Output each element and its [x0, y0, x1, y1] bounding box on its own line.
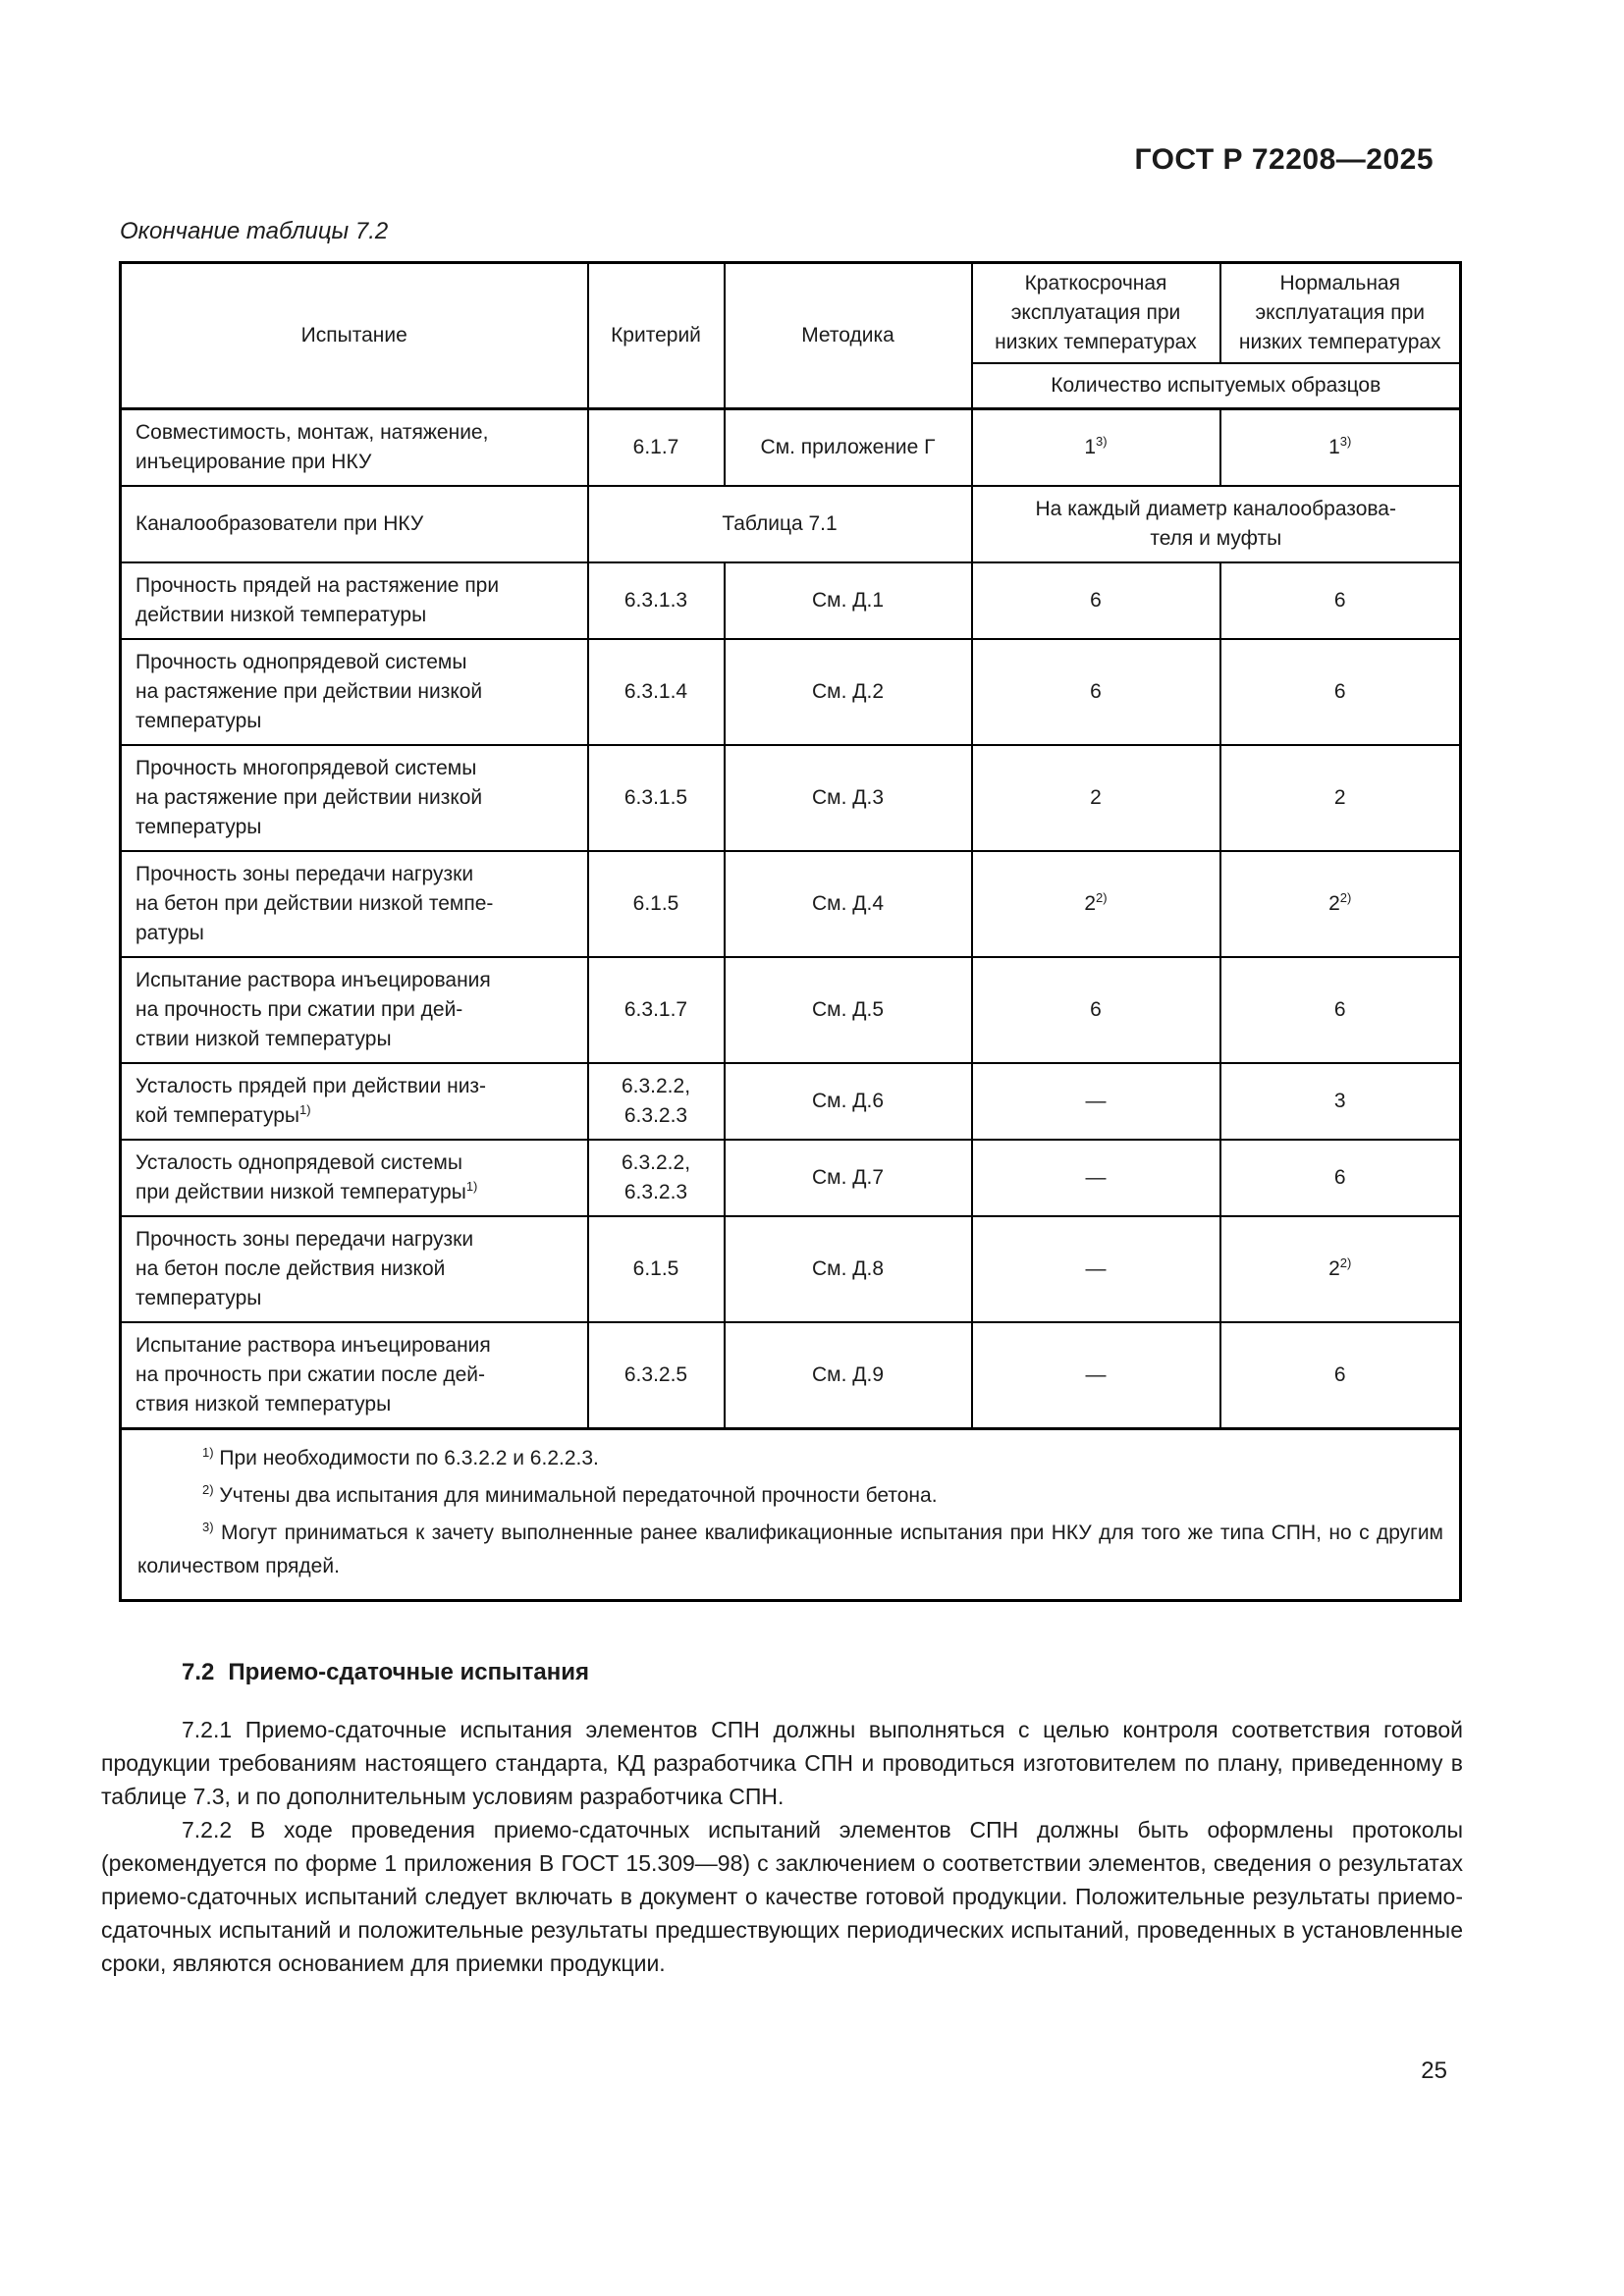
col-header-method: Методика [723, 261, 973, 410]
table-row: Каналообразователи при НКУ Таблица 7.1 На … [119, 485, 1462, 563]
section-title: Приемо-сдаточные испытания [228, 1659, 589, 1685]
test-name-cell: Испытание раствора инъецирования на прочн… [119, 1321, 589, 1430]
table-row: Усталость однопрядевой системы при действ… [119, 1139, 1462, 1217]
test-name-cell: Усталость однопрядевой системы при действ… [119, 1139, 589, 1217]
test-name-cell: Каналообразователи при НКУ [119, 485, 589, 563]
value-cell: См. Д.1 [723, 561, 973, 640]
value-cell: — [970, 1062, 1221, 1141]
table-row: Прочность многопрядевой системы на растяж… [119, 744, 1462, 852]
footnote-marker: 2) [202, 1482, 214, 1497]
test-name-cell: Прочность однопрядевой системы на растяже… [119, 638, 589, 746]
value-cell: См. Д.3 [723, 744, 973, 852]
value-cell: 6.1.7 [586, 407, 726, 487]
value-cell: 6 [1218, 1321, 1462, 1430]
footnote: 2) Учтены два испытания для минимальной … [202, 1482, 938, 1507]
test-name-cell: Усталость прядей при действии низ-кой те… [119, 1062, 589, 1141]
table-subheader-row: Количество испытуемых образцов [121, 362, 1462, 410]
table-row: Совместимость, монтаж, натяжение, инъецир… [119, 407, 1462, 487]
footnote-marker: 3) [202, 1520, 214, 1534]
value-cell: 6.3.1.7 [586, 956, 726, 1064]
footnote: 3) Могут приниматься к зачету выполненны… [137, 1520, 1443, 1577]
table-footnotes: 1) При необходимости по 6.3.2.2 и 6.2.2.… [119, 1427, 1462, 1602]
value-cell: См. приложение Г [723, 407, 973, 487]
table-body: Совместимость, монтаж, натяжение, инъецир… [119, 407, 1462, 1602]
section-heading: 7.2 Приемо-сдаточные испытания [101, 1659, 1463, 1686]
paragraph-7-2-2: 7.2.2 В ходе проведения приемо-сдаточных… [101, 1817, 1463, 1976]
value-cell: 22) [1218, 850, 1462, 958]
footnote-reference: 1) [299, 1102, 311, 1117]
table-row: Прочность зоны передачи нагрузки на бетон… [119, 1215, 1462, 1323]
value-cell: См. Д.2 [723, 638, 973, 746]
table-row: Прочность прядей на растяжение при действ… [119, 561, 1462, 640]
value-cell: 2 [1218, 744, 1462, 852]
test-name-cell: Прочность зоны передачи нагрузки на бетон… [119, 850, 589, 958]
footnote-marker: 1) [202, 1445, 214, 1460]
value-cell: См. Д.9 [723, 1321, 973, 1430]
footnote-reference: 1) [465, 1179, 478, 1194]
test-name-cell: Испытание раствора инъецирования на прочн… [119, 956, 589, 1064]
value-cell: См. Д.5 [723, 956, 973, 1064]
value-cell: См. Д.8 [723, 1215, 973, 1323]
page-number: 25 [1421, 2057, 1447, 2084]
table-row: Прочность однопрядевой системы на растяже… [119, 638, 1462, 746]
value-cell: На каждый диаметр каналообразова-теля и … [970, 485, 1462, 563]
value-cell: 6.3.1.4 [586, 638, 726, 746]
table-row: Усталость прядей при действии низ-кой те… [119, 1062, 1462, 1141]
value-cell: — [970, 1321, 1221, 1430]
value-cell: 6 [1218, 638, 1462, 746]
col-header-short-term-operation: Краткосрочная эксплуатация при низких те… [970, 261, 1221, 364]
col-header-test: Испытание [119, 261, 589, 410]
table-header: Испытание Критерий Методика Краткосрочна… [119, 261, 1462, 410]
value-cell: 2 [970, 744, 1221, 852]
table-row: Испытание раствора инъецирования на прочн… [119, 956, 1462, 1064]
footnote: 1) При необходимости по 6.3.2.2 и 6.2.2.… [202, 1445, 599, 1469]
footnote-reference: 2) [1096, 890, 1108, 905]
col-header-criterion: Критерий [586, 261, 726, 410]
value-cell: — [970, 1139, 1221, 1217]
standard-designation: ГОСТ Р 72208—2025 [1134, 143, 1434, 176]
value-cell: 13) [970, 407, 1221, 487]
value-cell: 6 [1218, 956, 1462, 1064]
paragraph-7-2-1: 7.2.1 Приемо-сдаточные испытания элемент… [101, 1717, 1463, 1809]
value-cell: Таблица 7.1 [586, 485, 973, 563]
footnote-reference: 3) [1339, 434, 1352, 449]
table-header-row: Испытание Критерий Методика Краткосрочна… [119, 261, 1462, 410]
value-cell: См. Д.6 [723, 1062, 973, 1141]
value-cell: 13) [1218, 407, 1462, 487]
test-name-cell: Совместимость, монтаж, натяжение, инъецир… [119, 407, 589, 487]
value-cell: 6 [970, 956, 1221, 1064]
test-name-cell: Прочность многопрядевой системы на растяж… [119, 744, 589, 852]
value-cell: 3 [1218, 1062, 1462, 1141]
col-subheader-sample-count: Количество испытуемых образцов [970, 362, 1462, 410]
test-name-cell: Прочность зоны передачи нагрузки на бетон… [119, 1215, 589, 1323]
value-cell: 22) [1218, 1215, 1462, 1323]
value-cell: 6.1.5 [586, 850, 726, 958]
value-cell: 6.3.2.5 [586, 1321, 726, 1430]
footnote-reference: 2) [1339, 1255, 1352, 1270]
table-footnotes-row: 1) При необходимости по 6.3.2.2 и 6.2.2.… [119, 1427, 1462, 1602]
test-name-cell: Прочность прядей на растяжение при действ… [119, 561, 589, 640]
table-caption: Окончание таблицы 7.2 [120, 218, 389, 244]
value-cell: — [970, 1215, 1221, 1323]
value-cell: См. Д.4 [723, 850, 973, 958]
footnote-reference: 2) [1339, 890, 1352, 905]
value-cell: 6.3.2.2, 6.3.2.3 [586, 1062, 726, 1141]
table-row: Испытание раствора инъецирования на прочн… [119, 1321, 1462, 1430]
col-header-normal-operation: Нормальная эксплуатация при низких темпе… [1218, 261, 1462, 364]
footnote-reference: 3) [1096, 434, 1108, 449]
section-number: 7.2 [182, 1659, 215, 1685]
value-cell: 6 [970, 561, 1221, 640]
value-cell: 6 [1218, 1139, 1462, 1217]
value-cell: 6.3.1.3 [586, 561, 726, 640]
value-cell: См. Д.7 [723, 1139, 973, 1217]
table-row: Прочность зоны передачи нагрузки на бетон… [119, 850, 1462, 958]
value-cell: 6.3.2.2, 6.3.2.3 [586, 1139, 726, 1217]
table-7-2: Испытание Критерий Методика Краткосрочна… [119, 261, 1462, 1602]
value-cell: 6 [970, 638, 1221, 746]
value-cell: 6.3.1.5 [586, 744, 726, 852]
value-cell: 22) [970, 850, 1221, 958]
value-cell: 6.1.5 [586, 1215, 726, 1323]
value-cell: 6 [1218, 561, 1462, 640]
